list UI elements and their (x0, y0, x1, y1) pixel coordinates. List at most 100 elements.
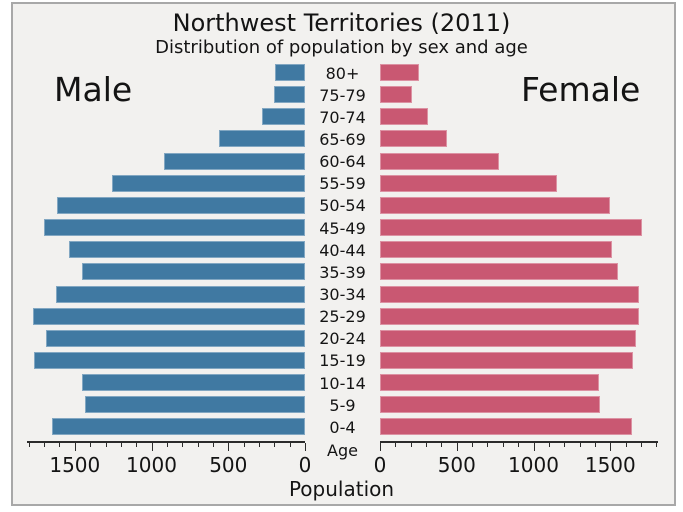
male-axis-tick-600 (212, 443, 214, 447)
male-axis-tick-1400 (90, 443, 92, 447)
male-axis-tick-400 (243, 443, 245, 447)
male-axis-tick-label-500: 500 (209, 453, 248, 477)
female-bar-30-34 (380, 285, 640, 303)
female-axis-tick-1500 (610, 443, 612, 451)
male-bar-60-64 (163, 152, 305, 170)
male-bar-30-34 (55, 285, 305, 303)
age-label-35-39: 35-39 (319, 262, 366, 282)
age-axis-title: Age (327, 441, 358, 460)
female-axis-tick-1300 (579, 443, 581, 447)
female-axis-tick-1700 (641, 443, 642, 447)
female-bar-25-29 (380, 307, 639, 325)
male-axis-tick-100 (289, 443, 291, 447)
chart-subtitle: Distribution of population by sex and ag… (155, 37, 528, 58)
male-bar-50-54 (57, 196, 305, 214)
male-bar-40-44 (68, 241, 305, 259)
male-axis-tick-700 (197, 443, 199, 447)
age-label-10-14: 10-14 (319, 373, 366, 393)
male-bar-5-9 (84, 396, 305, 414)
female-axis-tick-label-500: 500 (437, 453, 476, 477)
male-bar-20-24 (45, 329, 305, 347)
male-axis-tick-900 (166, 443, 168, 447)
male-axis-tick-200 (274, 443, 276, 447)
male-bar-75-79 (273, 86, 305, 104)
age-label-75-79: 75-79 (319, 85, 366, 105)
female-bar-0-4 (380, 418, 632, 436)
female-bar-35-39 (380, 263, 618, 281)
male-axis-line (27, 441, 305, 443)
age-label-25-29: 25-29 (319, 307, 366, 327)
male-bar-55-59 (112, 174, 305, 192)
male-axis-tick-1500 (74, 443, 76, 451)
female-axis-tick-600 (472, 443, 474, 447)
female-axis-tick-label-1500: 1500 (584, 453, 636, 477)
age-label-50-54: 50-54 (319, 196, 366, 216)
male-bar-0-4 (51, 418, 305, 436)
male-axis-tick-800 (182, 443, 184, 447)
female-axis-line (380, 441, 658, 443)
female-axis-tick-1000 (533, 443, 535, 451)
male-axis-tick-500 (228, 443, 230, 451)
female-axis-tick-label-1000: 1000 (508, 453, 559, 477)
male-bar-35-39 (82, 263, 305, 281)
male-axis-tick-label-1000: 1000 (126, 453, 177, 477)
female-axis-tick-1100 (548, 443, 550, 447)
age-label-65-69: 65-69 (319, 129, 366, 149)
female-axis-tick-1600 (625, 443, 627, 447)
female-axis-tick-0 (380, 443, 381, 451)
female-axis-tick-400 (441, 443, 443, 447)
age-label-55-59: 55-59 (319, 174, 366, 194)
female-bar-40-44 (380, 241, 612, 259)
female-bar-80plus (380, 64, 420, 81)
male-axis-tick-1600 (59, 443, 61, 447)
female-bar-55-59 (380, 174, 557, 192)
male-bar-65-69 (219, 130, 305, 148)
female-axis-tick-label-0: 0 (373, 453, 387, 477)
female-axis-tick-1400 (594, 443, 596, 447)
male-bar-15-19 (34, 351, 305, 369)
age-label-5-9: 5-9 (329, 395, 356, 415)
age-label-45-49: 45-49 (319, 218, 366, 238)
male-axis-tick-0 (305, 443, 306, 451)
female-bar-15-19 (380, 351, 633, 369)
female-series-label: Female (521, 70, 641, 109)
female-bar-50-54 (380, 196, 611, 214)
female-axis-tick-100 (395, 443, 397, 447)
male-bar-10-14 (82, 374, 305, 392)
male-bar-45-49 (44, 219, 305, 236)
female-bar-45-49 (380, 219, 642, 236)
female-axis-tick-300 (426, 443, 428, 447)
female-axis-tick-1800 (656, 443, 658, 447)
age-label-15-19: 15-19 (319, 351, 366, 371)
female-bar-60-64 (380, 152, 499, 170)
female-axis-tick-500 (456, 443, 458, 451)
age-label-60-64: 60-64 (319, 152, 366, 172)
male-axis-tick-label-1500: 1500 (49, 453, 101, 477)
female-axis-tick-900 (518, 443, 520, 447)
male-bar-25-29 (32, 307, 305, 325)
male-axis-tick-1800 (28, 443, 30, 447)
male-axis-tick-label-0: 0 (298, 453, 312, 477)
age-label-40-44: 40-44 (319, 240, 366, 260)
female-axis-tick-800 (502, 443, 504, 447)
female-bar-20-24 (380, 329, 636, 347)
male-axis-tick-1300 (105, 443, 107, 447)
male-axis-tick-300 (258, 443, 260, 447)
female-bar-75-79 (380, 86, 412, 104)
female-axis-tick-1200 (564, 443, 566, 447)
male-bar-80plus (275, 64, 305, 81)
female-bar-5-9 (380, 396, 601, 414)
male-axis-tick-1000 (151, 443, 153, 451)
female-axis-tick-200 (410, 443, 412, 447)
female-axis-tick-700 (487, 443, 489, 447)
female-bar-10-14 (380, 374, 599, 392)
age-label-20-24: 20-24 (319, 329, 366, 349)
male-axis-tick-1700 (44, 443, 46, 447)
chart-title: Northwest Territories (2011) (172, 9, 511, 37)
male-axis-tick-1200 (120, 443, 122, 447)
age-label-80plus: 80+ (325, 63, 360, 83)
male-series-label: Male (54, 70, 133, 109)
female-bar-70-74 (380, 108, 429, 126)
female-bar-65-69 (380, 130, 447, 148)
